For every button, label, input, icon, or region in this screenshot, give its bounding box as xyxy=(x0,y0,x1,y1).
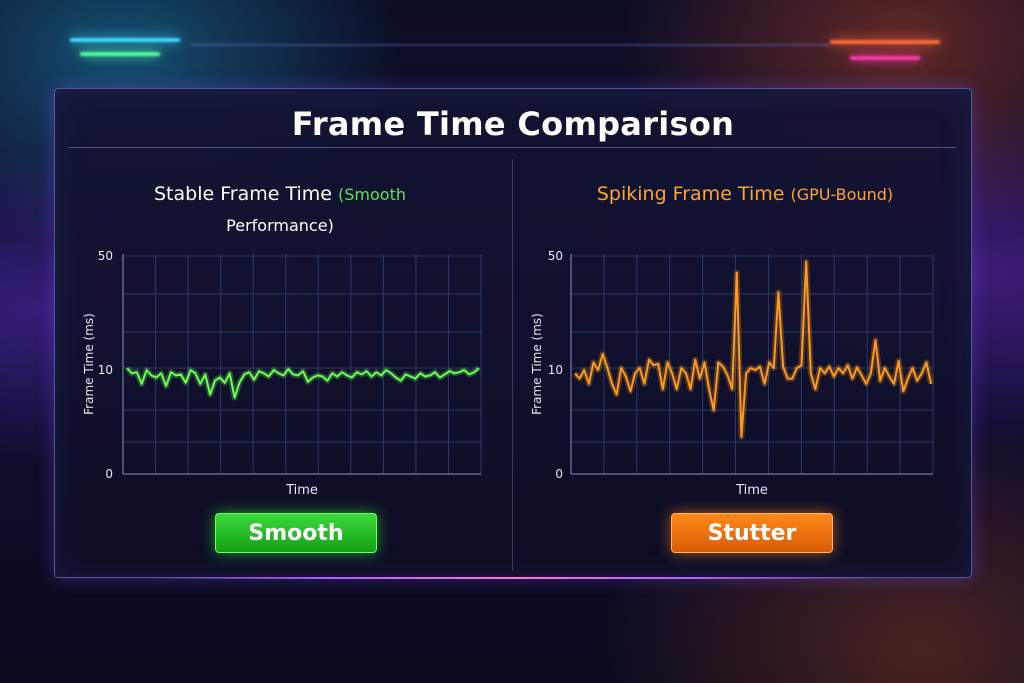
background-light-strip xyxy=(190,44,830,46)
spiking-chart-title: Spiking Frame Time (GPU-Bound) xyxy=(535,179,955,210)
stable-frame-time-line xyxy=(126,367,480,399)
x-axis-label: Time xyxy=(285,483,318,498)
y-tick-label-0: 0 xyxy=(105,467,113,481)
y-axis-label: Frame Time (ms) xyxy=(82,313,96,415)
chart-divider xyxy=(512,159,513,571)
stable-frame-time-chart: 50 10 0 Frame Time (ms) Time xyxy=(82,249,482,498)
comparison-panel: Frame Time Comparison Stable Frame Time … xyxy=(54,88,972,579)
page-title: Frame Time Comparison xyxy=(291,105,735,143)
y-tick-label-50: 50 xyxy=(548,249,563,263)
y-tick-label-10: 10 xyxy=(98,363,113,377)
stable-subtitle-part1: (Smooth xyxy=(338,185,406,204)
spiking-frame-time-line xyxy=(574,260,932,438)
stable-subtitle-part2: Performance) xyxy=(226,216,334,235)
title-divider xyxy=(69,147,957,148)
stutter-status-button[interactable]: Stutter xyxy=(671,513,833,553)
y-axis-label: Frame Time (ms) xyxy=(530,313,544,415)
stable-chart-title: Stable Frame Time (Smooth Performance) xyxy=(95,179,465,241)
background-light-strip xyxy=(70,38,180,42)
spiking-subtitle: (GPU-Bound) xyxy=(790,185,894,204)
y-tick-label-10: 10 xyxy=(548,363,563,377)
background-light-strip xyxy=(850,56,920,60)
background-light-strip xyxy=(80,52,160,56)
spiking-frame-time-line-glow xyxy=(572,258,934,440)
smooth-status-button[interactable]: Smooth xyxy=(215,513,377,553)
spiking-title-text: Spiking Frame Time xyxy=(596,183,785,205)
spiking-frame-time-chart: 50 10 0 Frame Time (ms) Time xyxy=(530,249,934,498)
background-light-strip xyxy=(830,40,940,44)
stable-title-text: Stable Frame Time xyxy=(154,183,332,205)
y-tick-label-0: 0 xyxy=(555,467,563,481)
x-axis-label: Time xyxy=(735,483,768,498)
y-tick-label-50: 50 xyxy=(98,249,113,263)
